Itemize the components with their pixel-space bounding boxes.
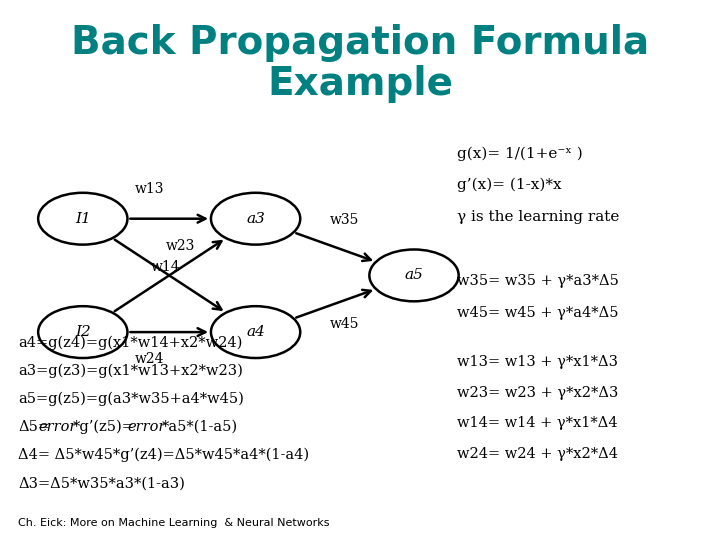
Text: w35: w35 [330,213,359,227]
Text: w14: w14 [150,260,181,274]
Text: w23= w23 + γ*x2*Δ3: w23= w23 + γ*x2*Δ3 [457,386,618,400]
Text: g’(x)= (1-x)*x: g’(x)= (1-x)*x [457,178,562,192]
Text: w45= w45 + γ*a4*Δ5: w45= w45 + γ*a4*Δ5 [457,306,618,320]
Text: a5: a5 [405,268,423,282]
Text: Δ5=: Δ5= [18,420,50,434]
Text: γ is the learning rate: γ is the learning rate [457,210,620,224]
Text: I1: I1 [75,212,91,226]
Text: Example: Example [267,65,453,103]
Text: Δ3=Δ5*w35*a3*(1-a3): Δ3=Δ5*w35*a3*(1-a3) [18,476,185,490]
Text: w24: w24 [135,352,164,366]
Text: *a5*(1-a5): *a5*(1-a5) [161,420,238,434]
Text: Back Propagation Formula: Back Propagation Formula [71,24,649,62]
Text: w14= w14 + γ*x1*Δ4: w14= w14 + γ*x1*Δ4 [457,416,618,430]
Text: w13= w13 + γ*x1*Δ3: w13= w13 + γ*x1*Δ3 [457,355,618,369]
Text: Δ4= Δ5*w45*g’(z4)=Δ5*w45*a4*(1-a4): Δ4= Δ5*w45*g’(z4)=Δ5*w45*a4*(1-a4) [18,448,309,462]
Text: a3=g(z3)=g(x1*w13+x2*w23): a3=g(z3)=g(x1*w13+x2*w23) [18,364,243,378]
Text: a5=g(z5)=g(a3*w35+a4*w45): a5=g(z5)=g(a3*w35+a4*w45) [18,392,244,406]
Text: w35= w35 + γ*a3*Δ5: w35= w35 + γ*a3*Δ5 [457,274,619,288]
Text: I2: I2 [75,325,91,339]
Text: w24= w24 + γ*x2*Δ4: w24= w24 + γ*x2*Δ4 [457,447,618,461]
Text: Δ5=error*g’(z5)=error*a5*(1-a5): Δ5=error*g’(z5)=error*a5*(1-a5) [18,420,265,434]
Text: error: error [39,420,77,434]
Text: Ch. Eick: More on Machine Learning  & Neural Networks: Ch. Eick: More on Machine Learning & Neu… [18,518,330,528]
Text: w45: w45 [330,317,359,331]
Text: a4: a4 [246,325,265,339]
Text: a3: a3 [246,212,265,226]
Text: error: error [127,420,166,434]
Text: a4=g(z4)=g(x1*w14+x2*w24): a4=g(z4)=g(x1*w14+x2*w24) [18,336,243,350]
Text: g(x)= 1/(1+e⁻ˣ ): g(x)= 1/(1+e⁻ˣ ) [457,147,583,161]
Text: w13: w13 [135,182,164,196]
Text: w23: w23 [166,239,195,253]
Text: *g’(z5)=: *g’(z5)= [73,420,135,434]
